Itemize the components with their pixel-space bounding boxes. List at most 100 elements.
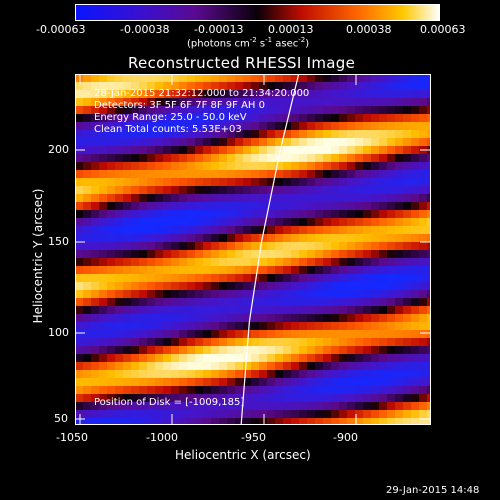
heatmap-cell [99,346,107,354]
heatmap-cell [371,314,379,322]
heatmap-cell [307,354,315,362]
heatmap-cell [275,402,283,410]
heatmap-cell [75,146,83,154]
heatmap-cell [211,290,219,298]
heatmap-cell [387,122,395,130]
heatmap-cell [99,74,107,82]
heatmap-cell [187,370,195,378]
heatmap-cell [235,354,243,362]
heatmap-cell [163,194,171,202]
heatmap-cell [291,162,299,170]
heatmap-cell [139,154,147,162]
y-tick-label-3: 50 [54,412,68,425]
heatmap-cell [243,282,251,290]
heatmap-cell [395,122,403,130]
heatmap-cell [75,258,83,266]
heatmap-cell [147,354,155,362]
heatmap-cell [203,170,211,178]
heatmap-cell [251,154,259,162]
heatmap-cell [315,194,323,202]
heatmap-cell [139,330,147,338]
heatmap-cell [283,298,291,306]
heatmap-cell [259,178,267,186]
heatmap-cell [323,90,331,98]
heatmap-cell [75,162,83,170]
heatmap-cell [387,218,395,226]
heatmap-cell [227,314,235,322]
heatmap-cell [283,202,291,210]
heatmap-cell [123,202,131,210]
heatmap-cell [275,186,283,194]
heatmap-cell [171,162,179,170]
heatmap-cell [91,210,99,218]
heatmap-cell [387,130,395,138]
heatmap-cell [427,106,435,114]
heatmap-cell [379,194,387,202]
heatmap-cell [355,170,363,178]
heatmap-cell [387,162,395,170]
heatmap-cell [179,282,187,290]
heatmap-cell [427,410,435,418]
heatmap-cell [363,242,371,250]
heatmap-cell [131,234,139,242]
heatmap-cell [387,202,395,210]
heatmap-cell [171,346,179,354]
heatmap-cell [387,266,395,274]
heatmap-cell [379,74,387,82]
heatmap-cell [427,386,435,394]
heatmap-cell [403,186,411,194]
heatmap-cell [163,186,171,194]
heatmap-cell [419,370,427,378]
heatmap-cell [163,338,171,346]
heatmap-cell [211,410,219,418]
heatmap-cell [395,170,403,178]
heatmap-cell [339,402,347,410]
heatmap-cell [131,138,139,146]
heatmap-cell [83,154,91,162]
heatmap-cell [259,170,267,178]
heatmap-cell [99,234,107,242]
heatmap-cell [131,314,139,322]
heatmap-cell [307,306,315,314]
heatmap-cell [403,386,411,394]
heatmap-cell [195,266,203,274]
heatmap-cell [427,298,435,306]
heatmap-cell [251,202,259,210]
heatmap-cell [419,394,427,402]
heatmap-cell [75,330,83,338]
heatmap-cell [427,74,435,82]
heatmap-cell [379,290,387,298]
heatmap-cell [331,186,339,194]
heatmap-cell [219,410,227,418]
heatmap-cell [379,322,387,330]
heatmap-cell [379,90,387,98]
heatmap-cell [387,258,395,266]
heatmap-cell [251,314,259,322]
heatmap-cell [203,250,211,258]
heatmap-cell [427,282,435,290]
heatmap-cell [371,82,379,90]
heatmap-cell [283,194,291,202]
heatmap-cell [195,330,203,338]
heatmap-cell [427,82,435,90]
heatmap-cell [411,218,419,226]
heatmap-cell [115,162,123,170]
heatmap-cell [275,410,283,418]
heatmap-cell [75,386,83,394]
heatmap-cell [171,202,179,210]
heatmap-cell [99,290,107,298]
heatmap-cell [123,218,131,226]
heatmap-cell [139,242,147,250]
heatmap-cell [219,370,227,378]
heatmap-cell [99,154,107,162]
heatmap-cell [371,90,379,98]
heatmap-cell [291,338,299,346]
heatmap-cell [355,298,363,306]
heatmap-cell [91,290,99,298]
heatmap-cell [403,282,411,290]
heatmap-cell [347,274,355,282]
heatmap-cell [155,274,163,282]
heatmap-cell [395,242,403,250]
heatmap-cell [283,258,291,266]
heatmap-cell [235,386,243,394]
